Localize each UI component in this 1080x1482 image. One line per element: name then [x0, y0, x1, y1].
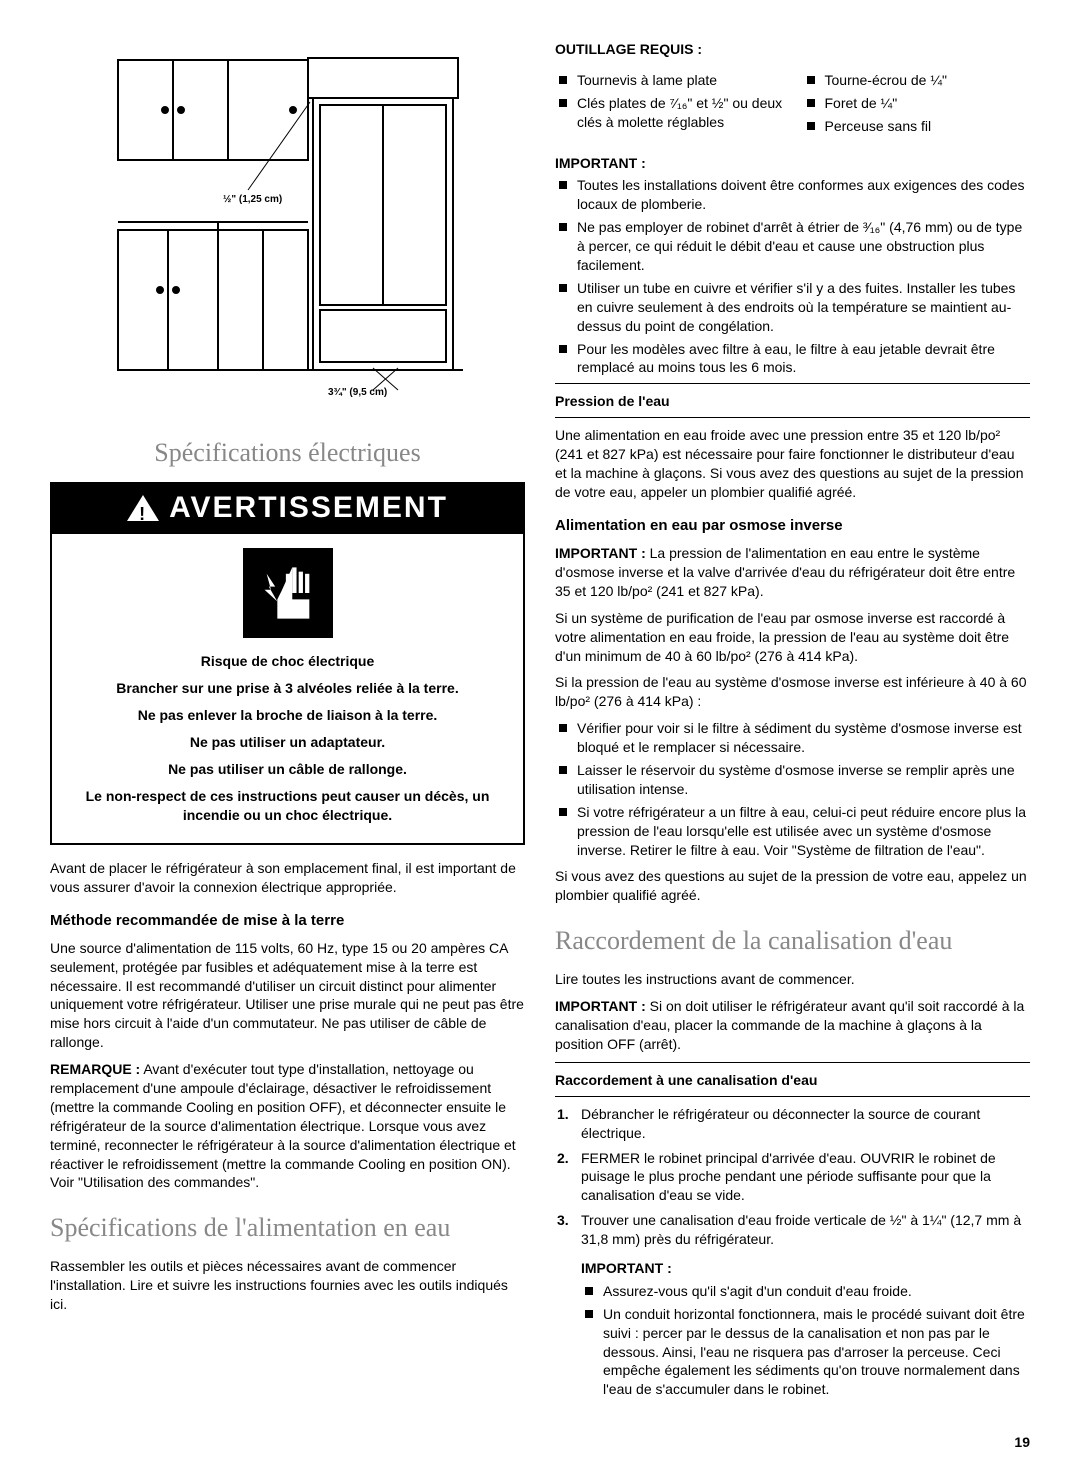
- list-item: Un conduit horizontal fonctionnera, mais…: [581, 1305, 1030, 1399]
- warn-line: Ne pas utiliser un adaptateur.: [52, 729, 523, 756]
- osmose-heading: Alimentation en eau par osmose inverse: [555, 516, 1030, 536]
- important-label: IMPORTANT :: [555, 998, 646, 1014]
- important-heading: IMPORTANT :: [555, 154, 1030, 173]
- warning-banner: AVERTISSEMENT: [52, 484, 523, 535]
- warn-line: Ne pas enlever la broche de liaison à la…: [52, 702, 523, 729]
- remark-para: REMARQUE : Avant d'exécuter tout type d'…: [50, 1060, 525, 1192]
- ground-para: Une source d'alimentation de 115 volts, …: [50, 939, 525, 1052]
- installation-diagram: ½" (1,25 cm) 3¾" (9,5 cm): [98, 50, 478, 415]
- osmose-important: IMPORTANT : La pression de l'alimentatio…: [555, 544, 1030, 601]
- osmose-para4: Si vous avez des questions au sujet de l…: [555, 867, 1030, 905]
- list-item: Tournevis à lame plate: [555, 71, 783, 90]
- connect-important2: IMPORTANT :: [581, 1259, 1030, 1278]
- remark-text: Avant d'exécuter tout type d'installatio…: [50, 1061, 516, 1190]
- para-after-warning: Avant de placer le réfrigérateur à son e…: [50, 859, 525, 897]
- connect-steps: Débrancher le réfrigérateur ou déconnect…: [555, 1105, 1030, 1249]
- warn-line: Brancher sur une prise à 3 alvéoles reli…: [52, 675, 523, 702]
- osmose-list: Vérifier pour voir si le filtre à sédime…: [555, 719, 1030, 859]
- warning-triangle-icon: [127, 495, 159, 521]
- connect-items: Assurez-vous qu'il s'agit d'un conduit d…: [581, 1282, 1030, 1399]
- list-item: Si votre réfrigérateur a un filtre à eau…: [555, 803, 1030, 860]
- warn-line: Le non-respect de ces instructions peut …: [52, 783, 523, 829]
- list-item: Perceuse sans fil: [803, 117, 1031, 136]
- divider: [555, 417, 1030, 418]
- list-item: Tourne-écrou de ¼": [803, 71, 1031, 90]
- heading-electrical: Spécifications électriques: [50, 435, 525, 470]
- osmose-para2: Si un système de purification de l'eau p…: [555, 609, 1030, 666]
- list-item: Utiliser un tube en cuivre et vérifier s…: [555, 279, 1030, 336]
- warn-line: Risque de choc électrique: [52, 648, 523, 675]
- pressure-para: Une alimentation en eau froide avec une …: [555, 426, 1030, 502]
- connect-sub-heading: Raccordement à une canalisation d'eau: [555, 1071, 1030, 1090]
- diagram-svg: ½" (1,25 cm) 3¾" (9,5 cm): [98, 50, 478, 410]
- divider: [555, 1096, 1030, 1097]
- left-column: ½" (1,25 cm) 3¾" (9,5 cm) Spécifications…: [50, 40, 525, 1403]
- divider: [555, 383, 1030, 384]
- divider: [555, 1062, 1030, 1063]
- shock-hand-icon: [243, 548, 333, 638]
- page-container: ½" (1,25 cm) 3¾" (9,5 cm) Spécifications…: [50, 40, 1030, 1403]
- tools-row: Tournevis à lame plate Clés plates de ⁷⁄…: [555, 63, 1030, 144]
- osmose-para3: Si la pression de l'eau au système d'osm…: [555, 673, 1030, 711]
- list-item: Pour les modèles avec filtre à eau, le f…: [555, 340, 1030, 378]
- heading-water-supply: Spécifications de l'alimentation en eau: [50, 1210, 525, 1245]
- list-item: Laisser le réservoir du système d'osmose…: [555, 761, 1030, 799]
- page-number: 19: [50, 1433, 1030, 1452]
- warning-box: AVERTISSEMENT Risque de choc électrique: [50, 482, 525, 845]
- list-item: Toutes les installations doivent être co…: [555, 176, 1030, 214]
- warning-banner-text: AVERTISSEMENT: [169, 488, 448, 529]
- warning-lines: Risque de choc électrique Brancher sur u…: [52, 648, 523, 828]
- list-item: Vérifier pour voir si le filtre à sédime…: [555, 719, 1030, 757]
- tools-list-right: Tourne-écrou de ¼" Foret de ¼" Perceuse …: [803, 67, 1031, 140]
- step-item: FERMER le robinet principal d'arrivée d'…: [555, 1149, 1030, 1206]
- ground-heading: Méthode recommandée de mise à la terre: [50, 911, 525, 931]
- tools-list-left: Tournevis à lame plate Clés plates de ⁷⁄…: [555, 67, 783, 140]
- connect-para1: Lire toutes les instructions avant de co…: [555, 970, 1030, 989]
- step-item: Débrancher le réfrigérateur ou déconnect…: [555, 1105, 1030, 1143]
- list-item: Ne pas employer de robinet d'arrêt à étr…: [555, 218, 1030, 275]
- list-item: Foret de ¼": [803, 94, 1031, 113]
- step-item: Trouver une canalisation d'eau froide ve…: [555, 1211, 1030, 1249]
- important-list: Toutes les installations doivent être co…: [555, 176, 1030, 377]
- important-label: IMPORTANT :: [555, 545, 646, 561]
- connect-important: IMPORTANT : Si on doit utiliser le réfri…: [555, 997, 1030, 1054]
- diagram-label-bottom: 3¾" (9,5 cm): [328, 387, 387, 398]
- water-para: Rassembler les outils et pièces nécessai…: [50, 1257, 525, 1314]
- warn-line: Ne pas utiliser un câble de rallonge.: [52, 756, 523, 783]
- pressure-heading: Pression de l'eau: [555, 392, 1030, 411]
- tools-heading: OUTILLAGE REQUIS :: [555, 40, 1030, 59]
- list-item: Assurez-vous qu'il s'agit d'un conduit d…: [581, 1282, 1030, 1301]
- list-item: Clés plates de ⁷⁄₁₆" et ½" ou deux clés …: [555, 94, 783, 132]
- diagram-label-top: ½" (1,25 cm): [223, 194, 282, 205]
- right-column: OUTILLAGE REQUIS : Tournevis à lame plat…: [555, 40, 1030, 1403]
- heading-connect: Raccordement de la canalisation d'eau: [555, 923, 1030, 958]
- remark-label: REMARQUE :: [50, 1061, 140, 1077]
